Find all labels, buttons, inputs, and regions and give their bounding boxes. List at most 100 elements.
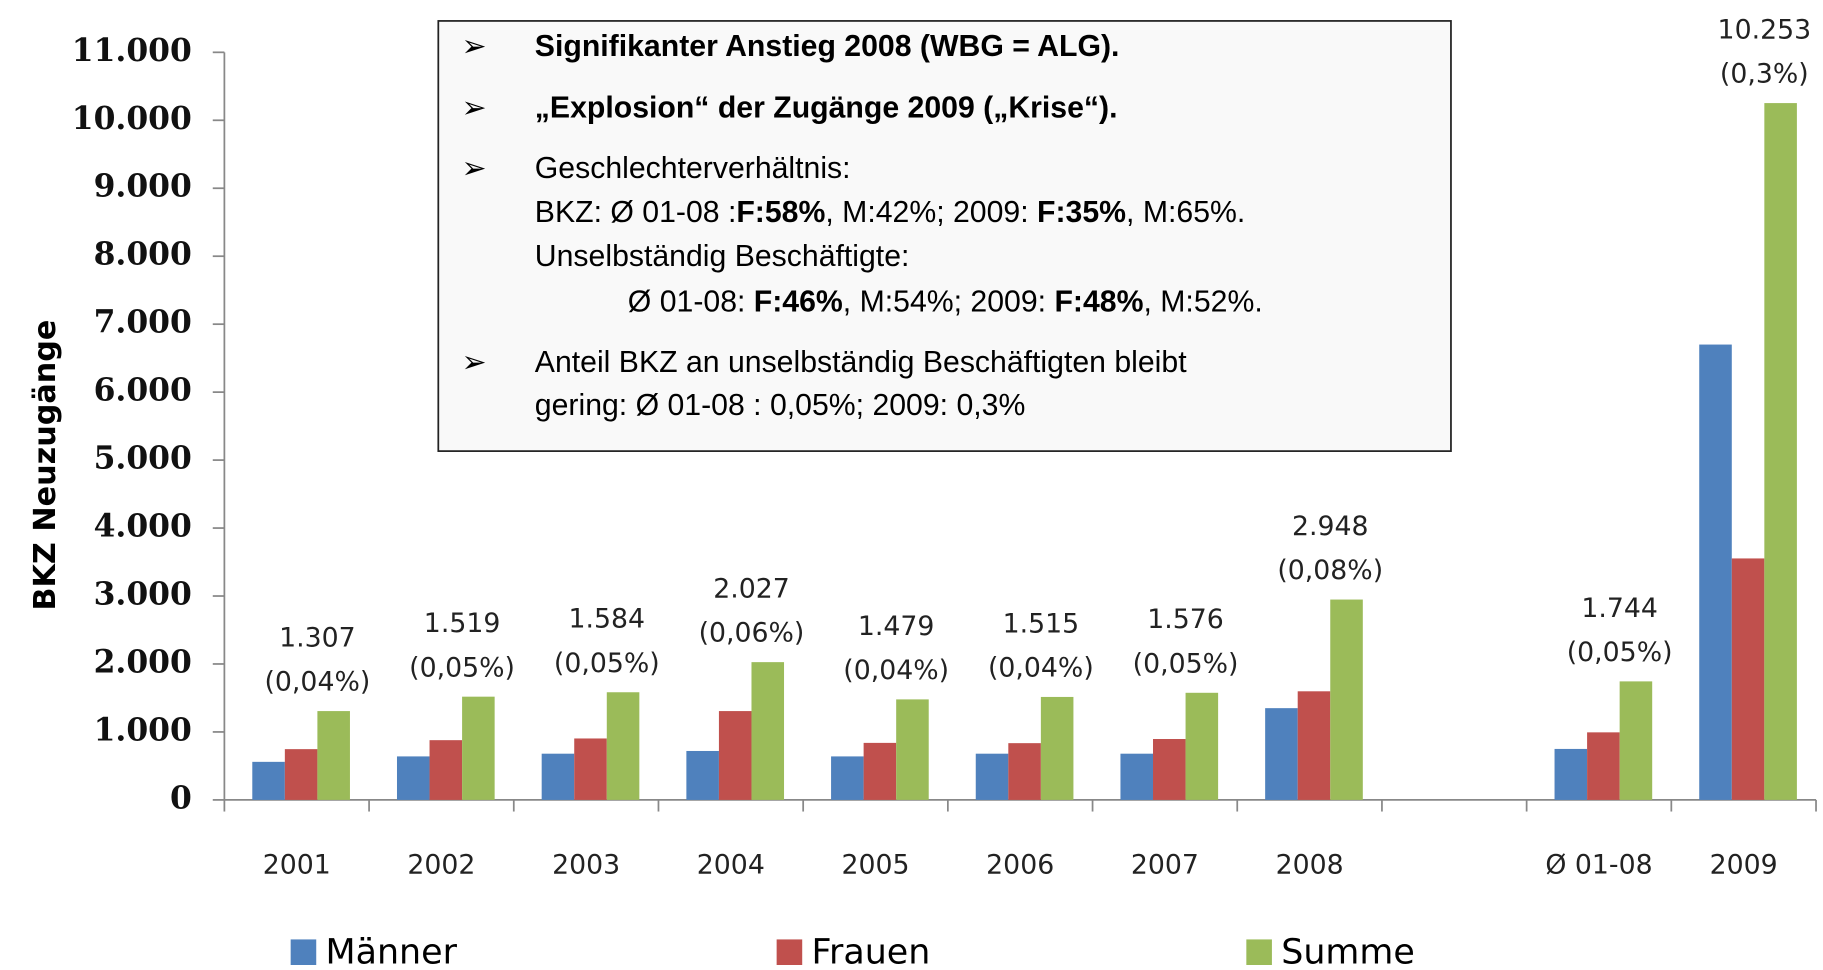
bar <box>541 753 575 800</box>
bar <box>1764 103 1797 800</box>
annotation-text: F:35% <box>1037 196 1126 229</box>
annotation-line: BKZ: Ø 01-08 :F:58%, M:42%; 2009: F:35%,… <box>535 196 1245 229</box>
annotation-text: , M:52%. <box>1143 286 1262 319</box>
legend-swatch <box>776 939 803 966</box>
share-label: (0,05%) <box>554 648 660 679</box>
x-tick-label: 2008 <box>1276 850 1344 881</box>
y-tick-label: 2.000 <box>94 644 192 680</box>
legend-label: Männer <box>326 932 458 970</box>
annotation-line: gering: Ø 01-08 : 0,05%; 2009: 0,3% <box>535 389 1026 422</box>
annotation-box <box>437 20 1452 452</box>
legend-swatch <box>1246 939 1272 966</box>
bar <box>896 699 929 800</box>
x-tick-label: 2002 <box>407 850 475 881</box>
annotation-text: „Explosion“ der Zugänge 2009 („Krise“). <box>535 91 1118 124</box>
bar <box>1265 708 1298 800</box>
annotation-line: Ø 01-08: F:46%, M:54%; 2009: F:48%, M:52… <box>628 286 1263 319</box>
annotation-line: Geschlechterverhältnis: <box>535 152 851 185</box>
annotation-text: Geschlechterverhältnis: <box>535 152 851 185</box>
bar <box>831 756 864 800</box>
y-tick-label: 6.000 <box>94 373 192 409</box>
bar <box>1587 732 1620 800</box>
data-label: 1.307 <box>279 622 356 653</box>
annotation-line: „Explosion“ der Zugänge 2009 („Krise“). <box>535 91 1118 124</box>
data-label: 1.519 <box>424 608 501 639</box>
bar <box>863 742 897 800</box>
annotation-text: Unselbständig Beschäftigte: <box>535 240 910 273</box>
bar <box>1185 692 1219 800</box>
y-axis-title: BKZ Neuzugänge <box>28 320 63 611</box>
annotation-text: gering: Ø 01-08 : 0,05%; 2009: 0,3% <box>535 389 1026 422</box>
bar <box>252 761 285 800</box>
bar <box>574 738 607 800</box>
annotation-text: Signifikanter Anstieg 2008 (WBG = ALG). <box>535 30 1120 63</box>
y-tick-label: 3.000 <box>94 577 192 613</box>
annotation-text: F:48% <box>1054 286 1143 319</box>
bar <box>718 711 752 800</box>
x-tick-label: Ø 01-08 <box>1545 850 1652 881</box>
share-label: (0,05%) <box>1133 648 1239 679</box>
y-tick-label: 9.000 <box>94 169 192 205</box>
x-tick-label: 2009 <box>1710 850 1778 881</box>
data-label: 1.515 <box>1003 608 1080 639</box>
share-label: (0,04%) <box>264 667 370 698</box>
bullet: ➢ <box>462 30 487 63</box>
annotation-text: , M:65%. <box>1126 196 1245 229</box>
annotation-line: Anteil BKZ an unselbständig Beschäftigte… <box>535 346 1187 379</box>
bar <box>1619 681 1653 800</box>
bar <box>975 753 1009 800</box>
x-tick-label: 2007 <box>1131 850 1199 881</box>
legend-swatch <box>290 939 317 966</box>
x-tick-label: 2006 <box>986 850 1054 881</box>
x-tick-label: 2005 <box>841 850 909 881</box>
bar <box>1699 344 1732 800</box>
bar <box>1040 696 1074 800</box>
bar <box>686 750 719 800</box>
share-label: (0,05%) <box>1567 637 1673 668</box>
data-label: 10.253 <box>1718 15 1812 46</box>
x-tick-label: 2001 <box>263 850 331 881</box>
bullet: ➢ <box>462 91 487 124</box>
annotation-text: F:46% <box>754 286 843 319</box>
bar <box>1153 739 1186 800</box>
y-tick-label: 10.000 <box>72 101 192 137</box>
annotation-text: F:58% <box>736 196 825 229</box>
y-tick-label: 8.000 <box>94 237 192 273</box>
bullet: ➢ <box>462 152 487 185</box>
data-label: 2.027 <box>713 574 790 605</box>
annotation-text: Ø 01-08: <box>628 286 754 319</box>
x-tick-label: 2004 <box>697 850 765 881</box>
bar <box>1554 748 1588 800</box>
data-label: 1.479 <box>858 611 935 642</box>
bar <box>1008 743 1041 800</box>
data-label: 1.744 <box>1581 593 1658 624</box>
legend-label: Summe <box>1281 932 1415 970</box>
bar <box>317 711 350 800</box>
legend-label: Frauen <box>812 932 931 970</box>
y-tick-label: 11.000 <box>72 33 192 69</box>
annotation-text: , M:54%; 2009: <box>843 286 1055 319</box>
data-label: 1.584 <box>569 604 646 635</box>
share-label: (0,08%) <box>1277 555 1383 586</box>
bar <box>606 692 640 800</box>
annotation-text: , M:42%; 2009: <box>825 196 1037 229</box>
annotation-text: BKZ: Ø 01-08 : <box>535 196 737 229</box>
y-tick-label: 5.000 <box>94 441 192 477</box>
y-tick-label: 0 <box>170 780 192 816</box>
share-label: (0,06%) <box>699 618 805 649</box>
y-tick-label: 7.000 <box>94 305 192 341</box>
share-label: (0,04%) <box>843 655 949 686</box>
y-tick-label: 4.000 <box>94 509 192 545</box>
bullet: ➢ <box>462 346 487 379</box>
bar <box>1731 558 1765 800</box>
bar <box>1120 753 1154 800</box>
annotation-line: Unselbständig Beschäftigte: <box>535 240 910 273</box>
bar <box>429 740 463 800</box>
bar <box>284 749 318 800</box>
data-label: 2.948 <box>1292 511 1369 542</box>
annotation-line: Signifikanter Anstieg 2008 (WBG = ALG). <box>535 30 1120 63</box>
data-label: 1.576 <box>1147 604 1224 635</box>
y-tick-label: 1.000 <box>94 712 192 748</box>
